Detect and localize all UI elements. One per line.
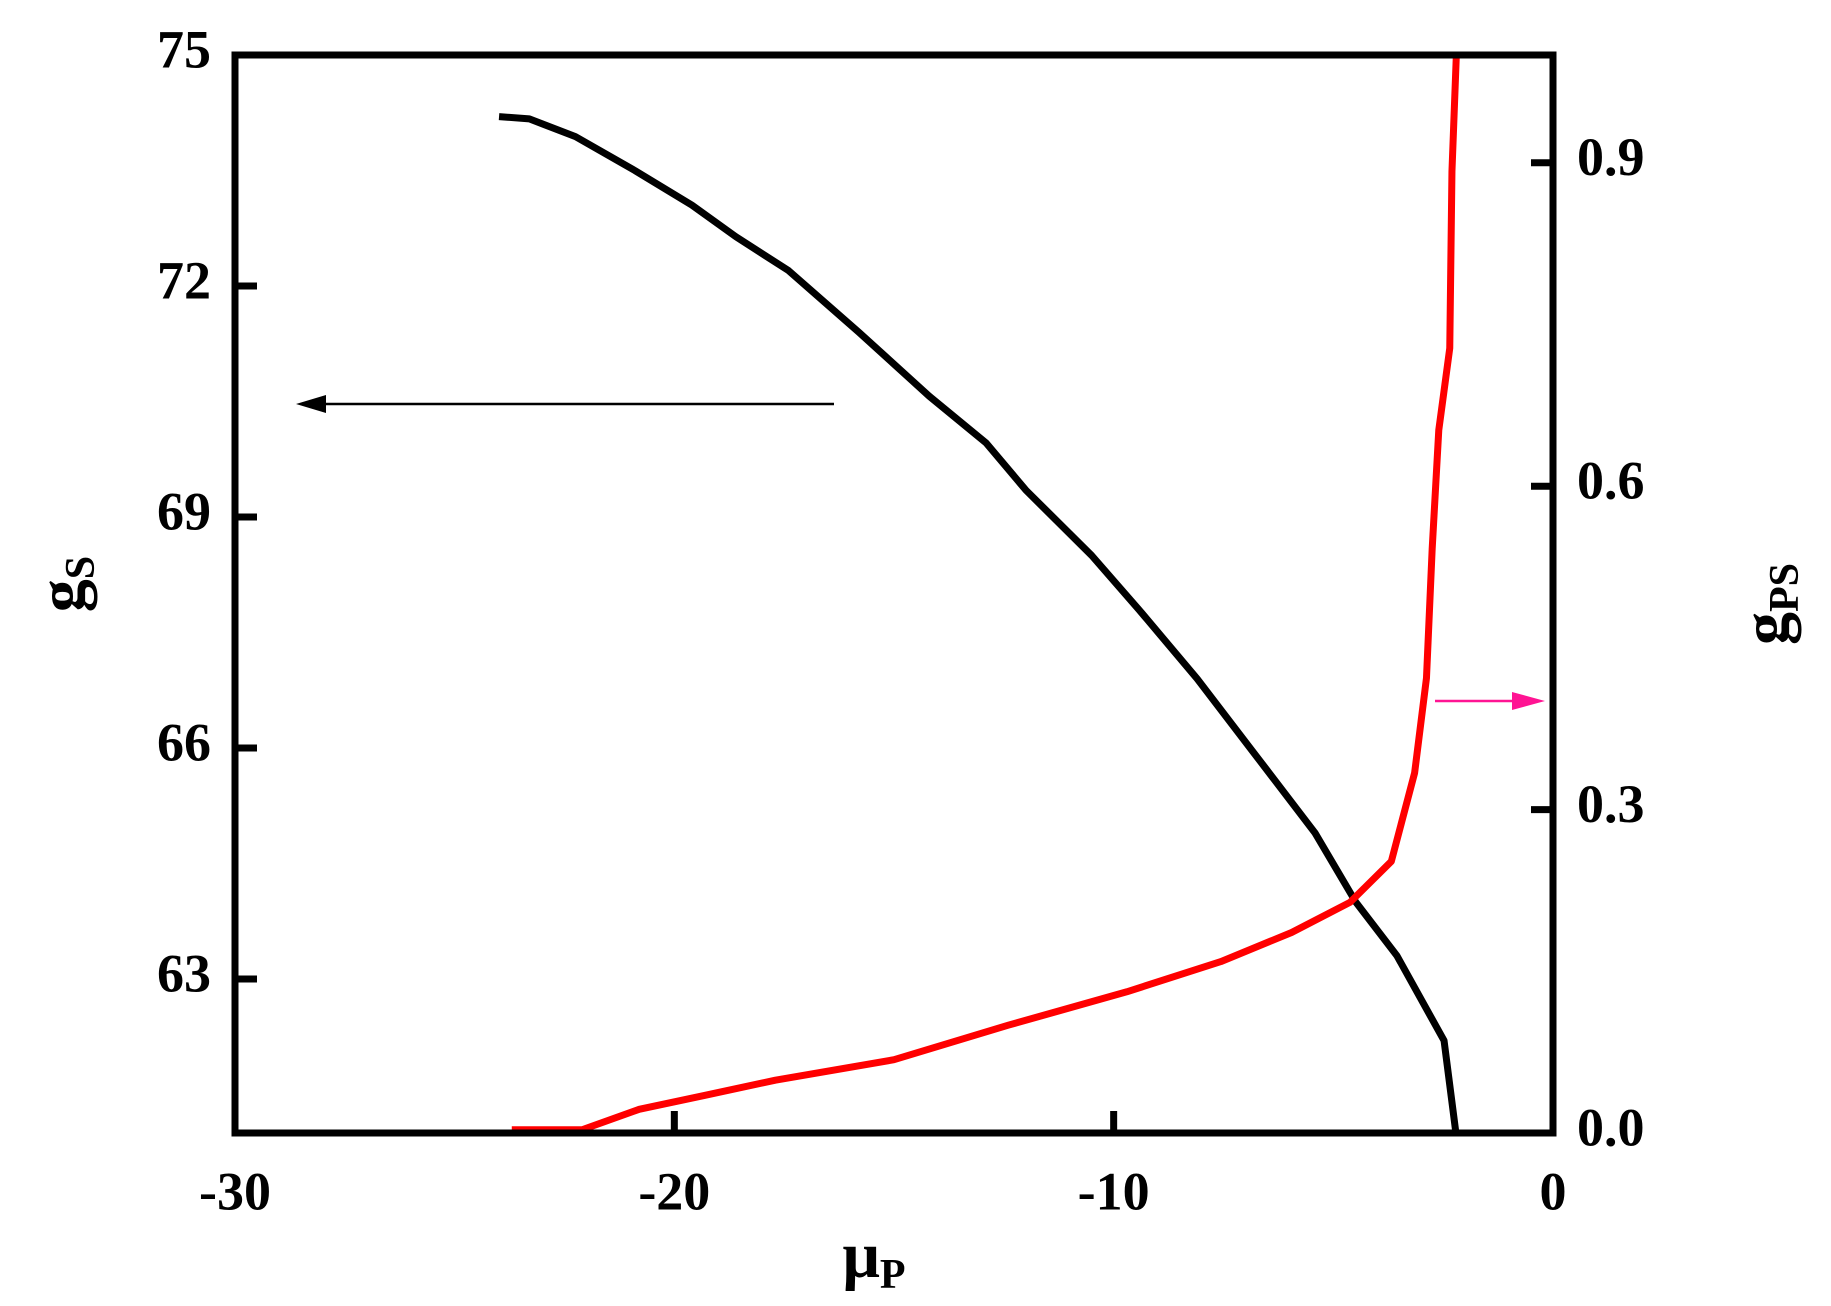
y-axis-label: gS [25,556,104,612]
y-axis-label-sub: S [58,556,104,579]
x-axis-label-main: μ [842,1219,879,1292]
x-tick-label: -30 [199,1161,271,1221]
x-tick-label: 0 [1540,1161,1567,1221]
x-tick-label: -10 [1078,1161,1150,1221]
y-tick-label: 69 [157,481,211,541]
left-arrow-head [296,395,326,413]
y2-tick-label: 0.0 [1577,1097,1645,1157]
y2-tick-label: 0.3 [1577,774,1645,834]
y-tick-label: 63 [157,943,211,1003]
y2-axis-label: gPS [1729,563,1808,645]
y-tick-label: 66 [157,712,211,772]
x-axis-label-sub: P [880,1252,906,1298]
y-tick-label: 75 [157,19,211,79]
data-line [511,54,1460,1134]
right-arrow-head [1512,692,1545,710]
y2-tick-label: 0.9 [1577,127,1645,187]
x-tick-label: -20 [638,1161,710,1221]
y2-axis-label-main: g [1729,612,1802,645]
y2-tick-label: 0.6 [1577,451,1645,511]
plot-frame [231,51,1557,1137]
y2-axis-label-sub: PS [1762,563,1808,612]
y-tick-label: 72 [157,250,211,310]
y-axis-label-main: g [25,579,98,612]
x-axis-label: μP [842,1219,905,1298]
data-line [498,113,1460,1134]
